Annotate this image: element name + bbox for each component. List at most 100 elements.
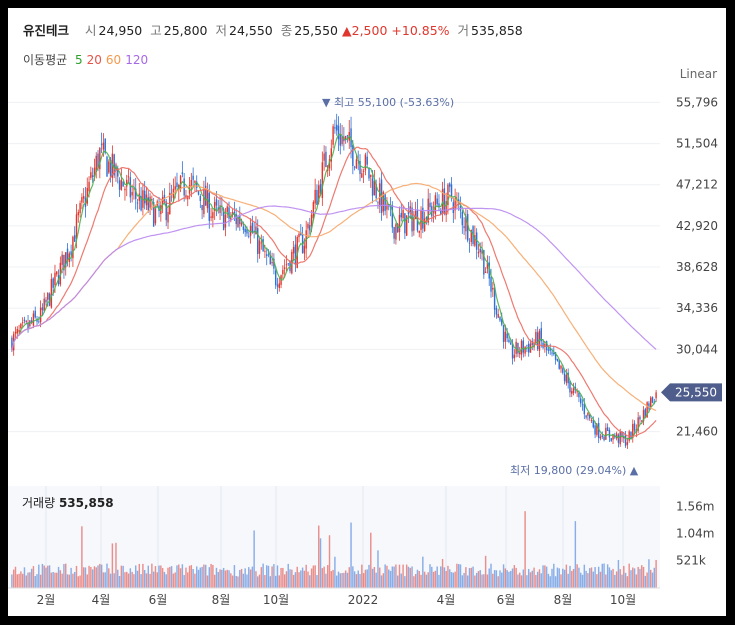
candle-body	[615, 433, 618, 439]
candle-body	[443, 188, 446, 214]
volume-bar	[149, 573, 151, 588]
volume-bar	[57, 566, 60, 588]
candle-body	[249, 225, 252, 236]
candle-body	[133, 188, 135, 190]
candle-body	[99, 147, 101, 170]
volume-bar	[11, 574, 13, 588]
volume-bar	[352, 566, 354, 588]
volume-bar	[307, 571, 309, 588]
volume-bar	[197, 569, 200, 588]
candle-body	[501, 319, 503, 325]
volume-bar	[388, 569, 390, 588]
volume-bar	[312, 565, 315, 588]
candle-body	[118, 180, 121, 190]
volume-bar	[93, 566, 96, 588]
candle-body	[138, 193, 141, 201]
moving-average-legend[interactable]: 이동평균 5 20 60 120	[23, 51, 148, 68]
candle-body	[461, 211, 464, 226]
volume-bar	[188, 565, 191, 588]
volume-bar	[370, 532, 372, 588]
volume-bar	[414, 573, 417, 588]
volume-bar	[422, 556, 424, 588]
candle-body	[556, 358, 559, 361]
candle-body	[395, 224, 397, 240]
volume-bar	[16, 574, 18, 588]
candle-body	[269, 254, 272, 265]
candle-body	[50, 279, 53, 308]
volume-bar	[382, 573, 385, 588]
candle-body	[641, 420, 643, 422]
volume-bar	[327, 565, 329, 588]
volume-bar	[470, 567, 472, 588]
candle-body	[273, 258, 275, 269]
candle-body	[630, 431, 632, 440]
volume-bar	[524, 511, 526, 588]
volume-bar	[38, 564, 40, 588]
volume-bar	[88, 565, 90, 588]
candle-body	[542, 342, 544, 348]
candle-body	[278, 283, 280, 289]
volume-bar	[142, 563, 144, 588]
candle-body	[633, 423, 636, 431]
candle-body	[396, 224, 399, 233]
candle-body	[106, 156, 108, 177]
volume-bar	[267, 565, 270, 588]
volume-bar	[257, 576, 259, 588]
volume-bar	[174, 572, 176, 588]
volume-bar	[447, 565, 449, 588]
scale-mode-toggle[interactable]: Linear	[679, 67, 717, 81]
volume-bar	[91, 569, 94, 588]
candle-body	[486, 262, 489, 269]
volume-bar	[565, 564, 568, 588]
candle-body	[294, 244, 297, 265]
volume-bar	[492, 573, 494, 588]
volume-bar	[606, 564, 609, 588]
volume-bar	[531, 570, 534, 588]
candle-body	[73, 235, 76, 242]
volume-bar	[169, 566, 171, 588]
volume-bar	[21, 573, 24, 588]
price-tick-label: 51,504	[676, 137, 718, 151]
candle-body	[368, 167, 370, 179]
candle-body	[344, 135, 347, 141]
change-percent: +10.85%	[391, 23, 450, 38]
candle-body	[81, 197, 83, 203]
candle-body	[364, 154, 367, 171]
volume-bar	[650, 569, 652, 588]
volume-bar	[560, 574, 562, 588]
volume-bar	[111, 543, 114, 588]
candle-body	[346, 135, 349, 137]
candle-body	[131, 191, 133, 196]
volume-bar	[271, 566, 273, 588]
candle-body	[413, 217, 415, 231]
volume-bar	[273, 564, 275, 588]
candle-body	[371, 178, 374, 196]
candle-body	[335, 124, 338, 131]
price-chart[interactable]: 55,796 51,504 47,212 42,920 38,628 34,336 30,0…	[8, 8, 726, 616]
volume-bar	[203, 564, 205, 588]
candle-body	[567, 372, 569, 384]
volume-bar	[395, 564, 397, 588]
volume-bar	[39, 574, 42, 588]
volume-bar	[65, 563, 67, 588]
candle-body	[465, 215, 467, 232]
candle-body	[454, 198, 456, 211]
candle-body	[127, 176, 130, 178]
candle-body	[585, 415, 587, 418]
candle-body	[488, 262, 490, 279]
volume-bar	[208, 567, 211, 588]
ma-120-line	[11, 204, 657, 351]
volume-bar	[298, 572, 300, 588]
candle-body	[644, 408, 647, 418]
volume-bar	[269, 576, 272, 588]
volume-bar	[571, 570, 573, 588]
current-price-badge	[661, 383, 722, 402]
volume-bar	[508, 571, 510, 588]
candle-body	[149, 196, 151, 208]
candle-body	[196, 181, 198, 188]
volume-bar	[283, 574, 286, 588]
candle-body	[587, 412, 589, 416]
volume-bar	[34, 576, 36, 588]
volume-bar	[393, 566, 395, 588]
candle-body	[122, 181, 124, 187]
